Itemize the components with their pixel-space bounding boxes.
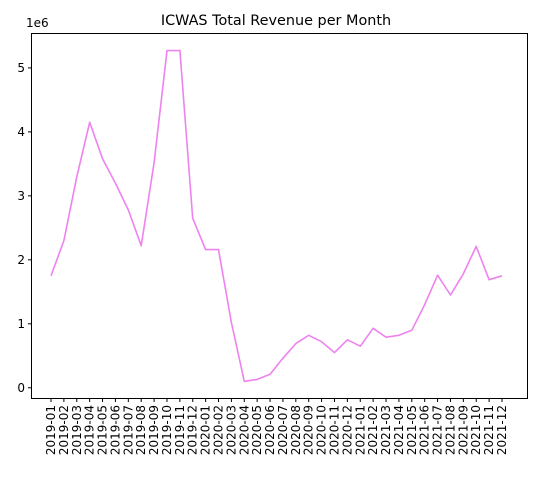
x-tick-label: 2019-06: [108, 405, 122, 455]
y-tick-label: 0: [17, 381, 25, 395]
x-tick-label: 2019-02: [57, 405, 71, 455]
chart-title: ICWAS Total Revenue per Month: [161, 13, 391, 29]
x-tick-label: 2019-05: [96, 405, 110, 455]
x-tick-label: 2021-04: [392, 405, 406, 455]
y-tick-label: 2: [17, 253, 25, 267]
y-scale-label: 1e6: [26, 16, 49, 30]
plot-area-frame: [31, 33, 528, 399]
x-tick-label: 2019-10: [160, 405, 174, 455]
x-tick-label: 2020-05: [250, 405, 264, 455]
y-axis: 0 1 2 3 4 5: [17, 61, 32, 395]
x-tick-label: 2020-09: [302, 405, 316, 455]
x-tick-label: 2019-04: [83, 405, 97, 455]
x-axis: 2019-012019-022019-032019-042019-052019-…: [44, 398, 509, 455]
x-tick-label: 2021-05: [405, 405, 419, 455]
x-tick-label: 2019-08: [134, 405, 148, 455]
x-tick-label: 2021-10: [469, 405, 483, 455]
x-tick-label: 2020-11: [327, 405, 341, 455]
x-tick-label: 2019-09: [147, 405, 161, 455]
x-tick-label: 2019-11: [173, 405, 187, 455]
y-tick-label: 3: [17, 189, 25, 203]
y-tick-label: 1: [17, 317, 25, 331]
x-tick-label: 2021-09: [456, 405, 470, 455]
x-tick-label: 2020-03: [224, 405, 238, 455]
x-tick-label: 2020-10: [315, 405, 329, 455]
x-tick-label: 2021-08: [443, 405, 457, 455]
x-tick-label: 2021-07: [431, 405, 445, 455]
x-tick-label: 2020-02: [212, 405, 226, 455]
x-tick-label: 2021-01: [353, 405, 367, 455]
series-layer: [50, 49, 503, 383]
x-tick-label: 2020-06: [263, 405, 277, 455]
x-tick-label: 2019-12: [186, 405, 200, 455]
x-tick-label: 2021-02: [366, 405, 380, 455]
x-tick-label: 2019-07: [121, 405, 135, 455]
x-tick-label: 2020-08: [289, 405, 303, 455]
x-tick-label: 2021-06: [418, 405, 432, 455]
x-tick-label: 2021-12: [495, 405, 509, 455]
x-tick-label: 2019-03: [70, 405, 84, 455]
revenue-series-line: [50, 49, 503, 383]
x-tick-label: 2021-11: [482, 405, 496, 455]
y-tick-label: 4: [17, 125, 25, 139]
x-tick-label: 2020-01: [199, 405, 213, 455]
x-tick-label: 2020-12: [340, 405, 354, 455]
x-tick-label: 2020-07: [276, 405, 290, 455]
x-tick-label: 2021-03: [379, 405, 393, 455]
x-tick-label: 2019-01: [44, 405, 58, 455]
x-tick-label: 2020-04: [237, 405, 251, 455]
y-tick-label: 5: [17, 61, 25, 75]
